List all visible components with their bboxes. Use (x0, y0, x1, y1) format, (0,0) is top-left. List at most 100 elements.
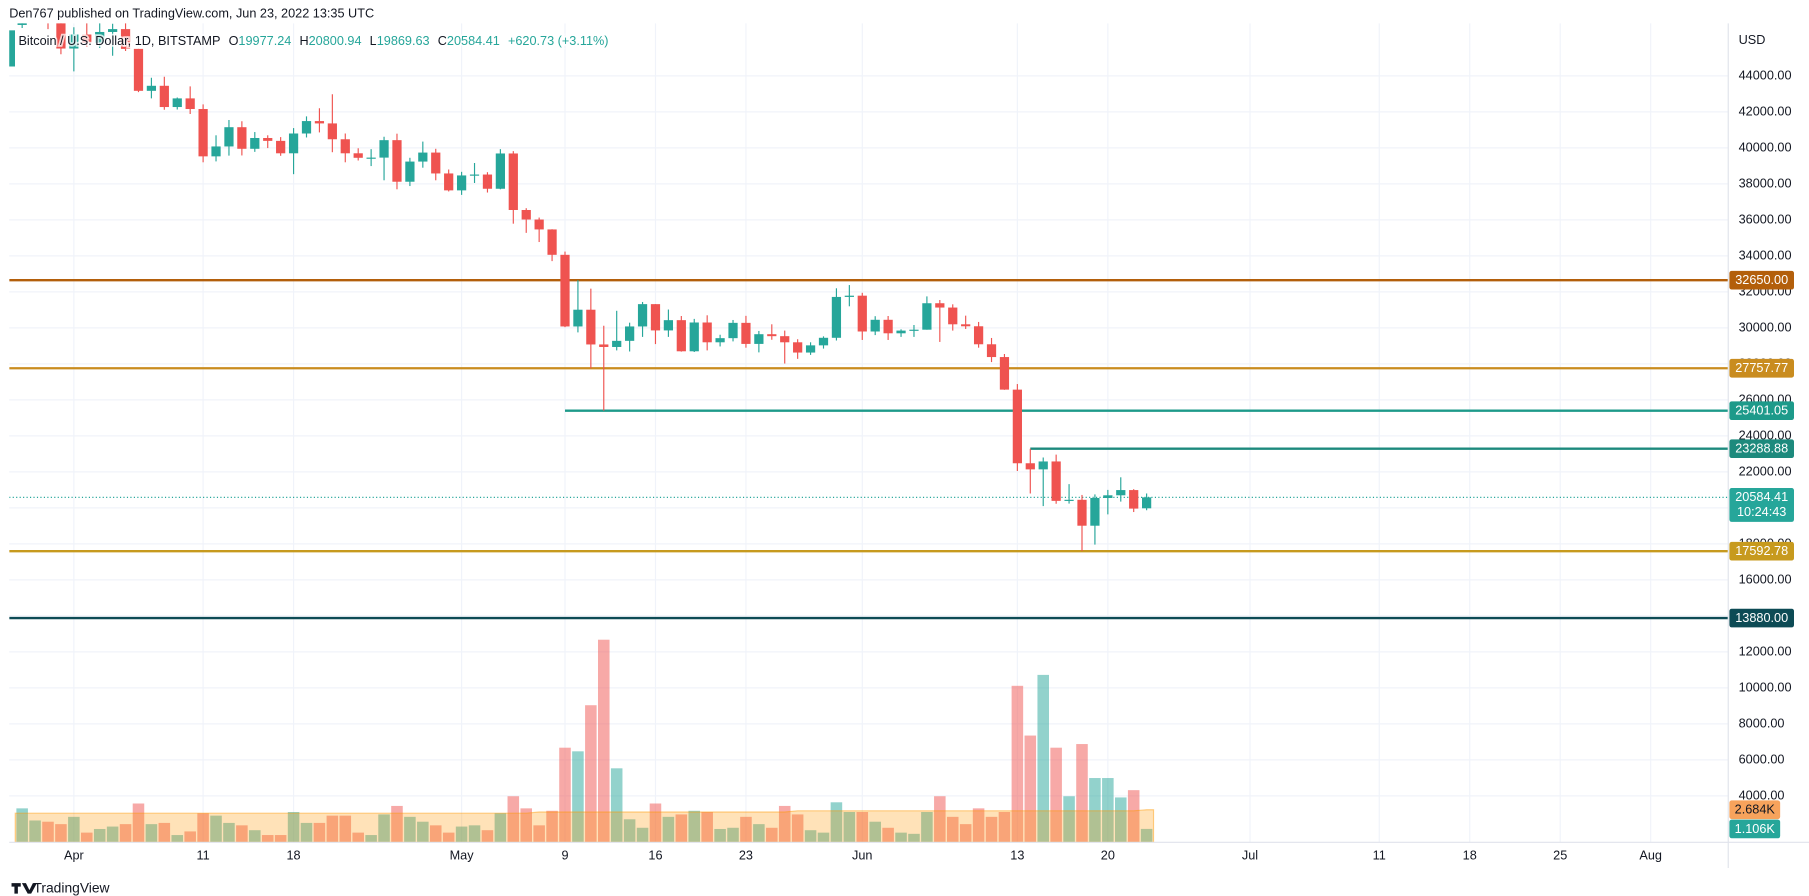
volume-bar (727, 827, 739, 843)
volume-bar (468, 825, 481, 843)
volume-bar (804, 830, 817, 843)
candle-body (1142, 497, 1152, 509)
candle-body (108, 29, 118, 32)
y-tick-label: 24000.00 (1739, 427, 1792, 442)
candle-body (1012, 389, 1022, 464)
level-label-bg (1729, 358, 1795, 378)
candle-body (1051, 461, 1061, 501)
candle-body (689, 322, 699, 352)
candle-body (17, 23, 27, 25)
y-tick-label: 38000.00 (1739, 175, 1792, 190)
volume-bar (300, 822, 313, 843)
candle-body (1103, 495, 1113, 498)
volume-bar (417, 821, 429, 843)
volume-bar (29, 820, 41, 843)
x-tick-label: Jul (1242, 848, 1258, 863)
volume-bar (1127, 790, 1140, 843)
volume-bar (171, 835, 184, 843)
candle-body (935, 303, 945, 308)
candle-body (741, 322, 751, 344)
candle-body (857, 295, 867, 332)
open-value: 19977.24 (238, 33, 291, 48)
volume-bar (223, 822, 235, 843)
candle-body (379, 140, 389, 158)
candle-body (95, 31, 105, 43)
volume-bar (843, 812, 856, 843)
candle-body (663, 320, 674, 331)
volume-bar (313, 822, 326, 843)
level-label: 32650.00 (1735, 272, 1788, 287)
volume-label: 1.106K (1735, 821, 1776, 836)
candle-body (392, 140, 402, 182)
volume-bar (339, 815, 352, 843)
volume-bar (946, 816, 959, 843)
volume-bar (985, 816, 998, 843)
volume-bar (197, 813, 209, 843)
candle-body (961, 324, 971, 327)
x-tick-label: 25 (1553, 848, 1567, 863)
candle-body (456, 175, 467, 191)
y-tick-label: 30000.00 (1739, 319, 1792, 334)
volume-bar (740, 816, 752, 843)
candle-body (120, 29, 131, 49)
last-price-label: 20584.41 (1735, 489, 1788, 504)
candle-body (560, 254, 570, 327)
y-tick-label: 12000.00 (1739, 643, 1792, 658)
candle-body (508, 153, 518, 210)
volume-bar (598, 639, 610, 843)
candle-body (999, 357, 1010, 390)
y-tick-label: 42000.00 (1739, 103, 1792, 118)
volume-bar (132, 803, 145, 843)
volume-bar (636, 827, 649, 843)
volume-bar (442, 832, 455, 843)
candle-body (1090, 497, 1100, 526)
candle-body (1116, 490, 1126, 496)
candle-body (818, 337, 829, 346)
candle-body (1129, 490, 1139, 509)
candle-body (353, 153, 363, 158)
volume-bar (481, 830, 494, 843)
candle-body (276, 140, 286, 154)
low-label: L (370, 33, 377, 48)
volume-bar (585, 705, 597, 843)
candle-body (793, 342, 803, 353)
candle-body (650, 304, 661, 331)
candle-body (327, 123, 337, 140)
x-tick-label: 9 (561, 848, 568, 863)
volume-bar (404, 816, 416, 843)
volume-bar (559, 747, 571, 843)
volume-bar (184, 831, 196, 843)
candle-body (805, 345, 816, 353)
volume-bar (1063, 796, 1075, 843)
candle-body (728, 322, 738, 339)
volume-bar (261, 835, 274, 843)
volume-bar (287, 812, 300, 843)
y-tick-label: 4000.00 (1739, 787, 1785, 802)
candle-body (237, 127, 247, 149)
candle-body (573, 309, 583, 327)
x-tick-label: May (450, 848, 475, 863)
candle-body (715, 338, 725, 343)
candle-body (69, 34, 79, 49)
volume-bar (1037, 674, 1049, 843)
volume-bar (210, 815, 222, 843)
low-value: 19869.63 (377, 33, 430, 48)
candle-body (883, 319, 893, 334)
candle-body (896, 330, 906, 334)
volume-bar (856, 812, 869, 843)
y-tick-label: 6000.00 (1739, 751, 1785, 766)
candle-body (612, 340, 622, 347)
volume-bar (391, 805, 403, 843)
x-tick-label: 13 (1010, 848, 1024, 863)
volume-ma-label: 2.684K (1735, 802, 1776, 817)
candle-body (780, 336, 790, 343)
candle-body (909, 329, 919, 331)
candle-body (198, 109, 208, 157)
published-note: Den767 published on TradingView.com, Jun… (9, 5, 374, 20)
candle-body (431, 152, 441, 174)
x-tick-label: 11 (197, 848, 210, 863)
y-tick-label: 44000.00 (1739, 67, 1792, 82)
volume-bar (42, 821, 54, 843)
volume-bar (869, 821, 881, 843)
volume-bar (1089, 778, 1101, 843)
